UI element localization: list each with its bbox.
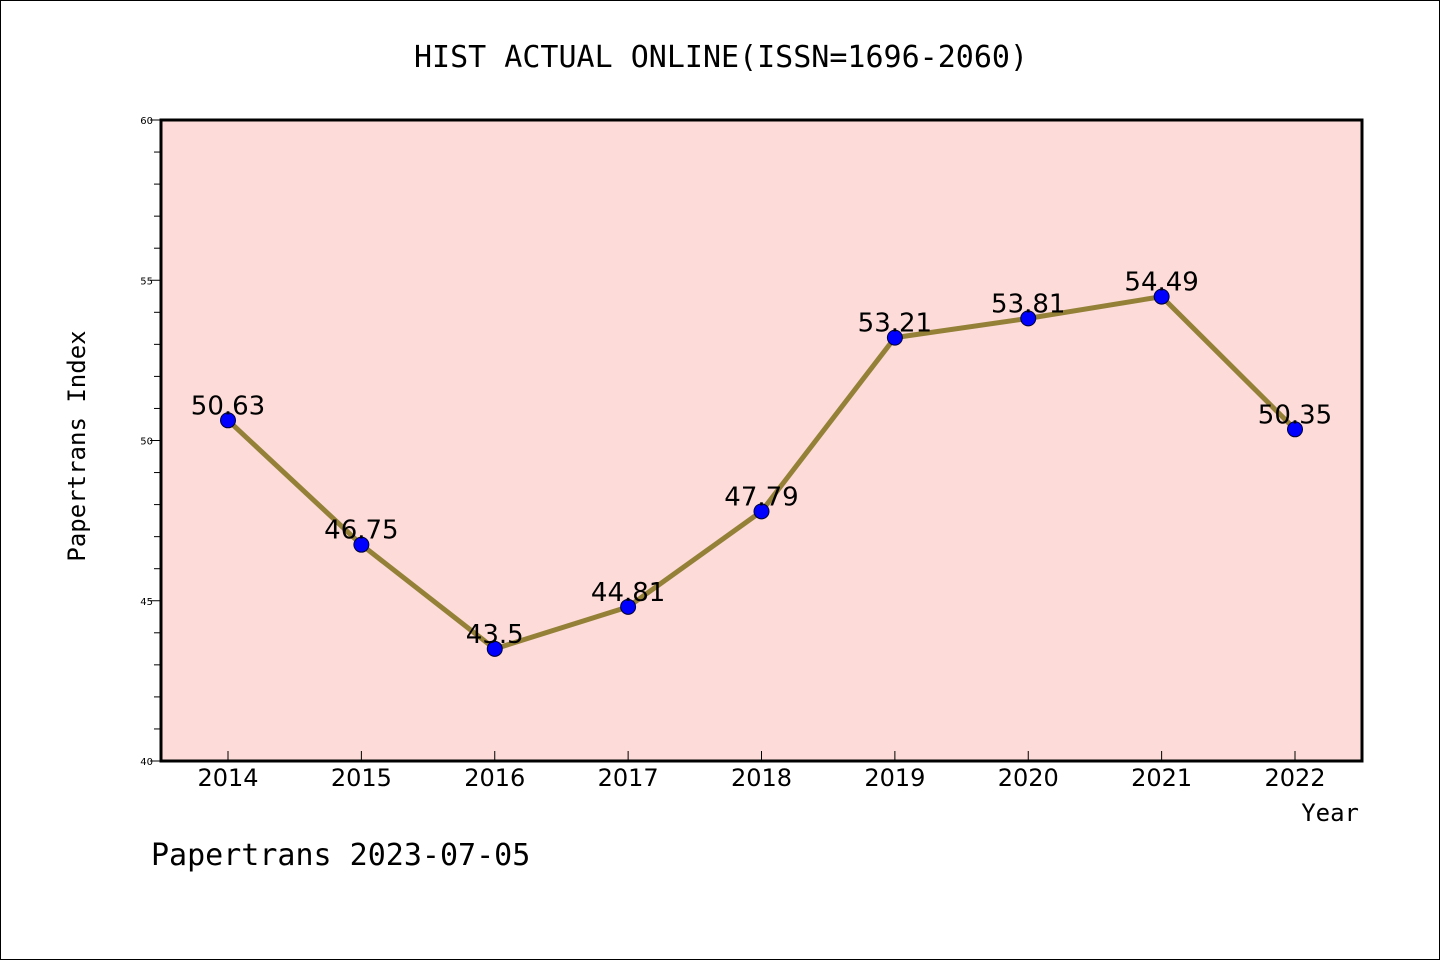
data-point-marker <box>620 598 637 615</box>
x-tick-label: 2018 <box>731 764 792 792</box>
plot-area <box>159 118 1364 763</box>
data-label: 53.21 <box>858 309 932 339</box>
data-label: 46.75 <box>324 516 398 546</box>
x-tick-label: 2015 <box>331 764 392 792</box>
x-tick-label: 2014 <box>197 764 258 792</box>
data-point-marker <box>353 536 370 553</box>
data-point-marker <box>1287 421 1303 438</box>
y-tick-label: 40 <box>140 757 153 768</box>
x-tick-label: 2021 <box>1131 764 1192 792</box>
y-tick-label: 60 <box>140 116 153 127</box>
data-label: 50.63 <box>191 391 265 421</box>
data-label: 44.81 <box>591 578 665 608</box>
footer-credit: Papertrans 2023-07-05 <box>151 838 530 873</box>
y-tick-label: 50 <box>140 437 153 448</box>
x-axis-label: Year <box>1301 799 1359 827</box>
y-axis: 40 45 50 55 60 <box>140 116 160 768</box>
x-tick-label: 2017 <box>598 764 659 792</box>
y-tick-label: 45 <box>140 597 153 608</box>
x-axis: 2014 2015 2016 2017 2018 2019 2020 2021 2022 <box>197 751 1326 792</box>
data-point-marker <box>486 640 503 657</box>
x-tick-label: 2016 <box>464 764 525 792</box>
series-markers <box>220 288 1303 657</box>
data-point-marker <box>1153 288 1170 305</box>
data-label: 50.35 <box>1258 400 1332 430</box>
y-axis-label: Papertrans Index <box>63 330 91 561</box>
data-point-marker <box>753 503 770 520</box>
data-point-marker <box>220 412 236 429</box>
x-tick-label: 2022 <box>1264 764 1325 792</box>
x-tick-label: 2019 <box>864 764 925 792</box>
data-label: 53.81 <box>991 289 1065 319</box>
data-label: 43.5 <box>466 620 524 650</box>
data-labels: 50.63 46.75 43.5 44.81 47.79 53.21 53.81 54.49 5… <box>191 268 1332 650</box>
y-tick-label: 55 <box>140 276 153 287</box>
data-point-marker <box>1020 310 1037 327</box>
chart-title: HIST ACTUAL ONLINE(ISSN=1696-2060) <box>414 40 1028 75</box>
x-tick-label: 2020 <box>998 764 1059 792</box>
data-label: 47.79 <box>724 482 798 512</box>
data-point-marker <box>886 329 903 346</box>
data-label: 54.49 <box>1124 268 1198 298</box>
